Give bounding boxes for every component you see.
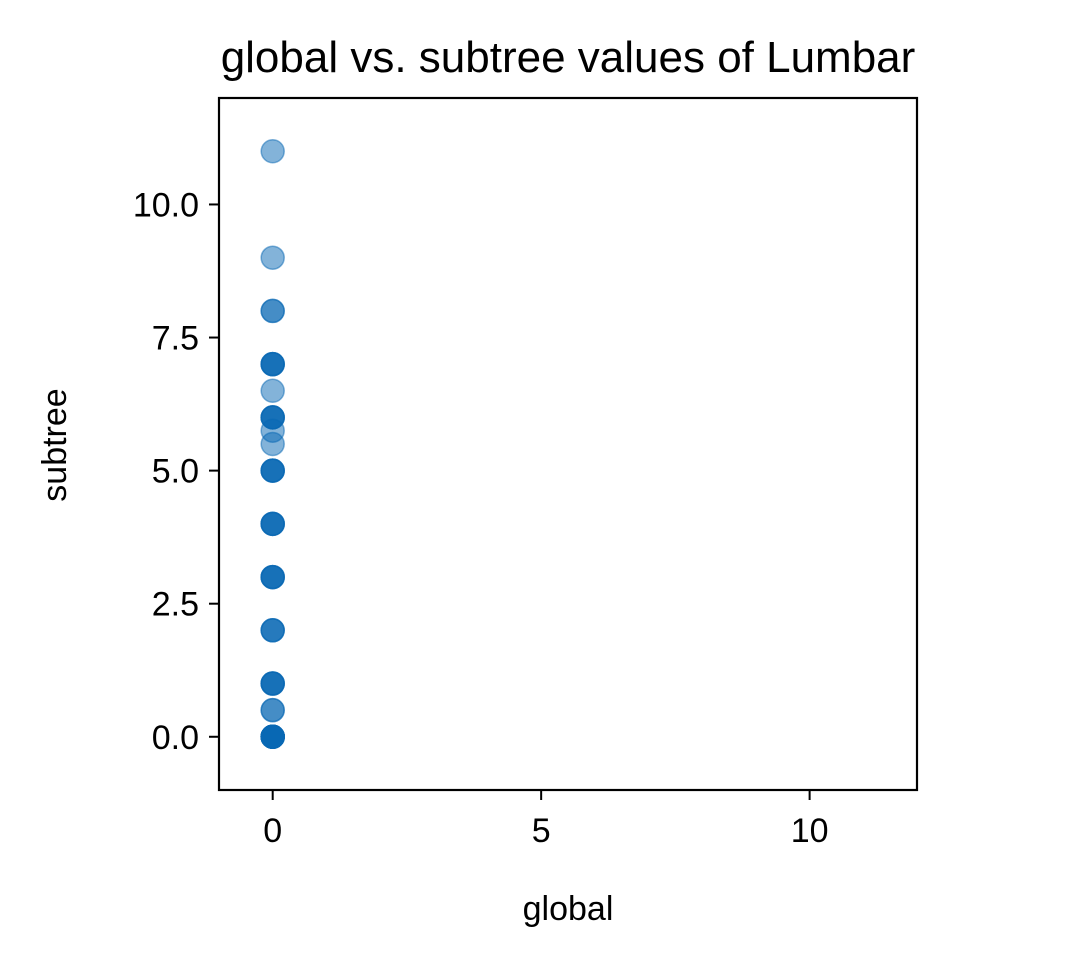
chart-title: global vs. subtree values of Lumbar xyxy=(221,33,916,82)
data-point xyxy=(260,511,285,537)
x-tick-label: 0 xyxy=(263,812,282,850)
x-tick-label: 5 xyxy=(532,812,551,850)
data-point xyxy=(260,351,285,377)
data-point xyxy=(260,618,285,643)
data-point xyxy=(260,671,285,696)
x-axis-label: global xyxy=(523,890,614,928)
data-point xyxy=(260,138,285,164)
y-tick-label: 2.5 xyxy=(152,586,199,624)
data-point xyxy=(260,378,285,404)
data-point xyxy=(260,458,285,483)
y-tick-label: 5.0 xyxy=(152,453,199,491)
y-axis: 0.0 2.5 5.0 7.5 10.0 xyxy=(133,186,219,757)
data-points xyxy=(260,138,285,750)
data-point xyxy=(260,564,285,590)
y-tick-label: 10.0 xyxy=(133,186,199,224)
data-point xyxy=(260,298,285,324)
x-tick-label: 10 xyxy=(791,812,829,850)
y-axis-label: subtree xyxy=(36,388,74,501)
data-point xyxy=(260,431,285,457)
x-axis: 0 5 10 xyxy=(263,790,829,850)
data-point xyxy=(260,245,285,270)
data-point xyxy=(260,697,285,723)
y-tick-label: 0.0 xyxy=(152,719,199,757)
y-tick-label: 7.5 xyxy=(152,320,199,358)
plot-area-frame xyxy=(217,96,919,792)
data-point xyxy=(260,724,285,750)
